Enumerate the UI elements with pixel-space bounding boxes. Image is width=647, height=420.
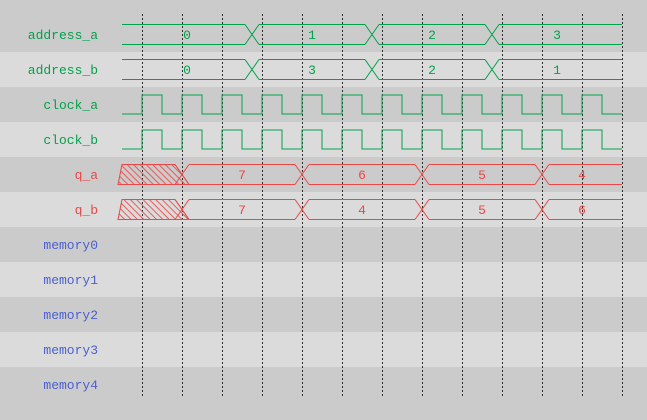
signal-label-q_a[interactable]: q_a xyxy=(75,168,99,183)
row-stripe-address_b xyxy=(0,52,647,87)
bus-transition xyxy=(294,199,310,220)
signal-row-address_a: address_a 0 1 2 3 xyxy=(28,24,622,45)
bus-waveform-q_a: 7 6 5 4 xyxy=(117,164,622,185)
row-stripe-memory3 xyxy=(0,332,647,367)
clock-waveform-clock_b xyxy=(122,129,622,150)
signal-label-memory4[interactable]: memory4 xyxy=(43,378,98,393)
bus-transition xyxy=(484,24,500,45)
row-stripe-memory1 xyxy=(0,262,647,297)
signal-row-address_b: address_b 0 3 2 1 xyxy=(28,59,622,80)
bus-transition xyxy=(414,164,430,185)
bus-value-q_a-1: 7 xyxy=(238,168,246,183)
clock-waveform-clock_a xyxy=(122,94,622,115)
bus-waveform-q_b: 7 4 5 6 xyxy=(117,199,622,220)
bus-value-address_b-1: 3 xyxy=(308,63,316,78)
signal-label-address_a[interactable]: address_a xyxy=(28,28,98,43)
bus-value-address_a-0: 0 xyxy=(183,28,191,43)
signal-label-memory2[interactable]: memory2 xyxy=(43,308,98,323)
signal-label-memory3[interactable]: memory3 xyxy=(43,343,98,358)
bus-transition xyxy=(294,164,310,185)
bus-transition xyxy=(174,164,190,185)
bus-value-address_a-3: 3 xyxy=(553,28,561,43)
bus-waveform-address_b: 0 3 2 1 xyxy=(122,59,622,80)
time-gridlines xyxy=(142,14,623,398)
row-stripe-clock_b xyxy=(0,122,647,157)
bus-value-q_b-3: 5 xyxy=(478,203,486,218)
signal-row-memory2: memory2 xyxy=(43,308,98,323)
bus-value-address_b-2: 2 xyxy=(428,63,436,78)
signal-label-memory1[interactable]: memory1 xyxy=(43,273,98,288)
bus-transition xyxy=(174,199,190,220)
signal-row-q_a: q_a 7 6 5 4 xyxy=(75,164,622,185)
bus-waveform-address_a: 0 1 2 3 xyxy=(122,24,622,45)
bus-transition xyxy=(244,59,260,80)
signal-label-memory0[interactable]: memory0 xyxy=(43,238,98,253)
signal-label-clock_a[interactable]: clock_a xyxy=(43,98,98,113)
signal-label-clock_b[interactable]: clock_b xyxy=(43,133,98,148)
bus-transition xyxy=(534,164,550,185)
signal-row-q_b: q_b 7 4 5 6 xyxy=(75,199,622,220)
bus-value-address_a-2: 2 xyxy=(428,28,436,43)
bus-transition xyxy=(534,199,550,220)
bus-value-q_b-4: 6 xyxy=(578,203,586,218)
signal-label-address_b[interactable]: address_b xyxy=(28,63,98,78)
bus-value-address_a-1: 1 xyxy=(308,28,316,43)
bus-value-q_b-1: 7 xyxy=(238,203,246,218)
bus-transition xyxy=(364,59,380,80)
bus-value-q_b-2: 4 xyxy=(358,203,366,218)
signal-row-memory1: memory1 xyxy=(43,273,98,288)
signal-row-memory4: memory4 xyxy=(43,378,98,393)
bus-value-address_b-3: 1 xyxy=(553,63,561,78)
signal-row-clock_b: clock_b xyxy=(43,129,622,150)
signal-row-memory0: memory0 xyxy=(43,238,98,253)
signal-label-q_b[interactable]: q_b xyxy=(75,203,98,218)
bus-transition xyxy=(244,24,260,45)
bus-value-q_a-3: 5 xyxy=(478,168,486,183)
row-stripe-q_b xyxy=(0,192,647,227)
signal-row-clock_a: clock_a xyxy=(43,94,622,115)
bus-transition xyxy=(364,24,380,45)
bus-value-q_a-4: 4 xyxy=(578,168,586,183)
signal-row-memory3: memory3 xyxy=(43,343,98,358)
bus-value-address_b-0: 0 xyxy=(183,63,191,78)
bus-value-q_a-2: 6 xyxy=(358,168,366,183)
bus-transition xyxy=(484,59,500,80)
bus-transition xyxy=(414,199,430,220)
